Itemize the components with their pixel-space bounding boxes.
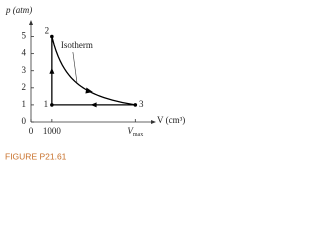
isotherm [51,36,136,106]
y-tick-label: 4 [22,48,27,58]
point-label: 1 [44,99,49,109]
chart: p (atm) V (cm³) FIGURE P21.61 0 1 2 3 4 5 0 100… [5,5,185,161]
axis-arrow [151,120,156,124]
arrowhead [49,67,55,74]
arrowhead [85,87,93,94]
state-point [50,103,54,107]
x-tick-label: 0 [29,126,34,136]
x-tick-label-main: V [127,126,134,136]
caption: FIGURE P21.61 [5,151,67,161]
y-tick-label: 2 [22,82,27,92]
y-tick-label: 0 [22,116,27,126]
annotation: Isotherm [61,40,93,50]
y-axis-label: p (atm) [5,5,32,15]
annotation-leader [72,51,78,83]
x-tick-label: Vmax [127,126,143,138]
point-label: 3 [139,99,144,109]
state-point [133,103,138,107]
axis-arrow [29,20,33,25]
arrowhead [90,102,97,108]
y-tick-label: 1 [22,99,27,109]
point-label: 2 [45,26,50,36]
x-tick-label-sub: max [133,132,143,138]
state-point [50,34,54,39]
x-axis-label: V (cm³) [157,115,185,125]
y-tick-label: 3 [22,65,27,75]
x-tick-label: 1000 [43,126,62,136]
y-tick-label: 5 [22,31,27,41]
